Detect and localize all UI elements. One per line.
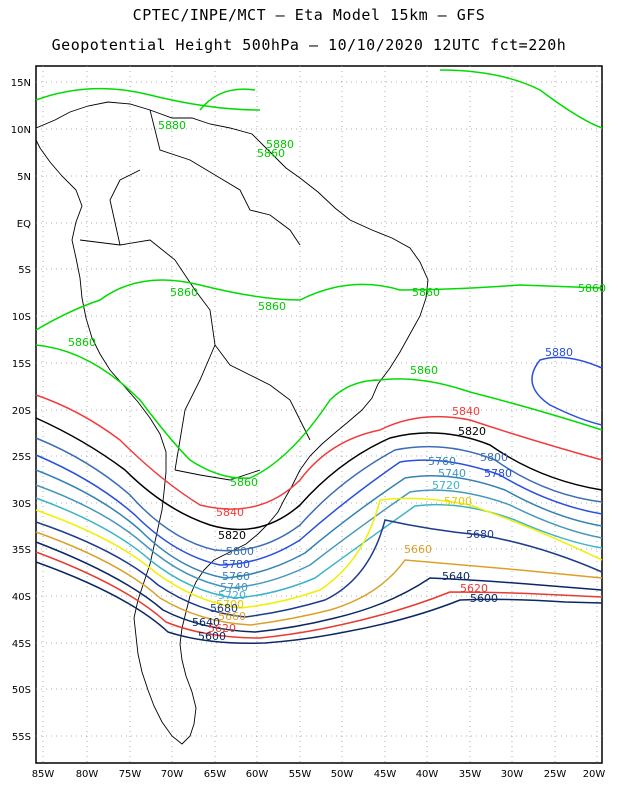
- map-title-line-2: Geopotential Height 500hPa – 10/10/2020 …: [51, 36, 567, 54]
- coastline-and-borders: [35, 101, 429, 745]
- lat-label: 35S: [12, 545, 31, 556]
- lon-label: 55W: [289, 769, 312, 780]
- contour-label: 5760: [428, 455, 456, 468]
- lon-label: 85W: [32, 769, 55, 780]
- lon-label: 65W: [204, 769, 227, 780]
- contour-label: 5860: [578, 282, 606, 295]
- contour-label: 5700: [216, 598, 244, 611]
- contour-label: 5800: [226, 545, 254, 558]
- contour-label: 5680: [210, 602, 238, 615]
- contour-label: 5860: [257, 147, 285, 160]
- contour-label: 5800: [480, 451, 508, 464]
- lon-label: 20W: [583, 769, 606, 780]
- contour-label: 5820: [458, 425, 486, 438]
- lat-label: 20S: [12, 406, 31, 417]
- contour-label: 5820: [218, 529, 246, 542]
- lat-label: 5S: [18, 265, 31, 276]
- contour-label: 5680: [466, 528, 494, 541]
- lon-label: 40W: [416, 769, 439, 780]
- contour-label: 5840: [452, 405, 480, 418]
- contour-label: 5880: [266, 138, 294, 151]
- contour-label: 5620: [208, 622, 236, 635]
- contour-label: 5860: [258, 300, 286, 313]
- map-title-line-1: CPTEC/INPE/MCT – Eta Model 15km – GFS: [132, 6, 486, 24]
- contour-label: 5720: [432, 479, 460, 492]
- contour-label: 5780: [484, 467, 512, 480]
- lat-lon-grid: [36, 66, 602, 763]
- contour-labels: 5880 5880 5860 5860 5860 5860 5860 5860 …: [68, 119, 606, 643]
- lon-label: 50W: [331, 769, 354, 780]
- lon-label: 70W: [161, 769, 184, 780]
- contour-label: 5780: [222, 558, 250, 571]
- lat-label: EQ: [17, 219, 31, 230]
- contour-label: 5760: [222, 570, 250, 583]
- contour-label: 5720: [218, 589, 246, 602]
- contour-label: 5600: [470, 592, 498, 605]
- latitude-axis-labels: 15N 10N 5N EQ 5S 10S 15S 20S 25S 30S 35S…: [11, 78, 31, 743]
- contour-label: 5840: [216, 506, 244, 519]
- contour-label: 5700: [444, 495, 472, 508]
- contour-label: 5600: [198, 630, 226, 643]
- lon-label: 35W: [459, 769, 482, 780]
- contour-label: 5740: [438, 467, 466, 480]
- lat-label: 10N: [11, 125, 31, 136]
- contour-label: 5640: [442, 570, 470, 583]
- contour-label: 5660: [404, 543, 432, 556]
- contour-lines: [35, 69, 603, 644]
- contour-label: 5860: [410, 364, 438, 377]
- lat-label: 40S: [12, 592, 31, 603]
- longitude-axis-labels: 85W 80W 75W 70W 65W 60W 55W 50W 45W 40W …: [32, 769, 606, 780]
- lon-label: 45W: [374, 769, 397, 780]
- lat-label: 10S: [12, 312, 31, 323]
- contour-label: 5880: [545, 346, 573, 359]
- lat-label: 15S: [12, 359, 31, 370]
- contour-label: 5640: [192, 616, 220, 629]
- lat-label: 15N: [11, 78, 31, 89]
- lon-label: 75W: [119, 769, 142, 780]
- lat-label: 25S: [12, 452, 31, 463]
- lat-label: 5N: [17, 172, 31, 183]
- lon-label: 30W: [501, 769, 524, 780]
- contour-label: 5860: [412, 286, 440, 299]
- contour-label: 5860: [68, 336, 96, 349]
- lon-label: 25W: [544, 769, 567, 780]
- contour-label: 5660: [218, 610, 246, 623]
- contour-label: 5860: [170, 286, 198, 299]
- contour-label: 5740: [220, 581, 248, 594]
- contour-label: 5880: [158, 119, 186, 132]
- lon-label: 60W: [246, 769, 269, 780]
- contour-label: 5860: [230, 476, 258, 489]
- lat-label: 30S: [12, 499, 31, 510]
- lat-label: 45S: [12, 639, 31, 650]
- lon-label: 80W: [76, 769, 99, 780]
- lat-label: 55S: [12, 732, 31, 743]
- lat-label: 50S: [12, 685, 31, 696]
- contour-label: 5620: [460, 582, 488, 595]
